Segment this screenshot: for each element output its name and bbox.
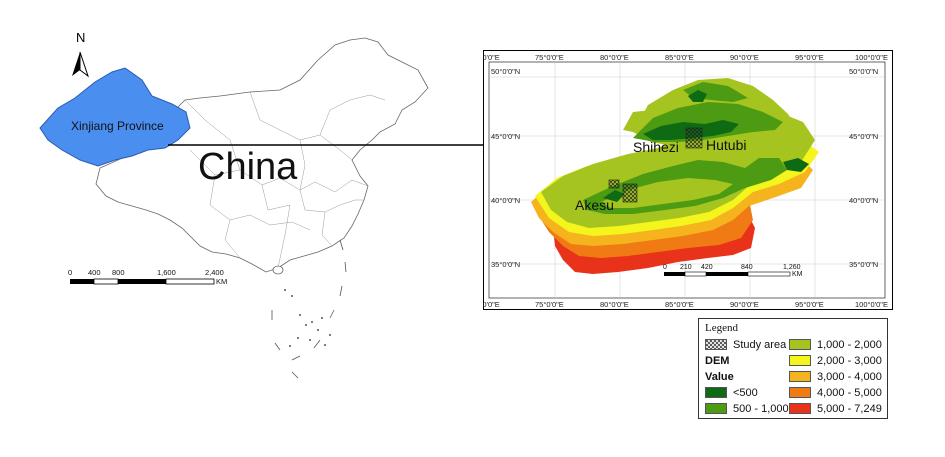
china-scale-label-1: 400 — [88, 268, 101, 277]
south-sea-islands — [272, 265, 331, 347]
china-scale-unit: KM — [216, 277, 227, 286]
dem-scale-label-1: 210 — [680, 264, 692, 271]
china-scale-label-0: 0 — [68, 268, 72, 277]
top-lon-label-0: 70°0'0"E — [483, 53, 500, 62]
legend-swatch-0 — [705, 387, 727, 398]
china-outline — [95, 37, 429, 273]
legend-class-label-1: 500 - 1,000 — [733, 402, 789, 415]
china-map: N Xinjiang Province — [39, 30, 429, 379]
legend-study-area-label: Study area — [733, 338, 787, 351]
legend-value-heading: Value — [705, 370, 734, 383]
dem-scale-label-4: 1,260 — [783, 264, 801, 271]
legend-swatch-5 — [789, 387, 811, 398]
dem-map: Shihezi Hutubi Akesu 70°0'0"E 75°0'0"E 8… — [483, 50, 893, 310]
north-label: N — [76, 30, 85, 45]
legend-dem-heading: DEM — [705, 354, 729, 367]
study-areas — [608, 127, 703, 203]
top-lon-label-4: 90°0'0"E — [730, 53, 759, 62]
xinjiang-province-label: Xinjiang Province — [71, 119, 164, 133]
china-scale-bar — [70, 278, 215, 285]
bottom-lon-label-4: 90°0'0"E — [730, 300, 759, 309]
top-lon-label-6: 100°0'0"E — [855, 53, 888, 62]
china-scale-label-2: 800 — [112, 268, 125, 277]
top-lon-label-1: 75°0'0"E — [535, 53, 564, 62]
dem-scale-unit: KM — [792, 271, 803, 278]
legend-class-0: <500 — [705, 386, 758, 399]
top-lon-label-2: 80°0'0"E — [600, 53, 629, 62]
legend-swatch-3 — [789, 355, 811, 366]
legend-class-label-4: 3,000 - 4,000 — [817, 370, 882, 383]
bottom-lon-label-2: 80°0'0"E — [600, 300, 629, 309]
nine-dash-line — [271, 239, 347, 379]
right-lat-label-2: 40°0'0"N — [849, 196, 878, 205]
place-label-shihezi: Shihezi — [633, 139, 679, 155]
legend-class-2: 1,000 - 2,000 — [789, 338, 882, 351]
left-lat-label-0: 50°0'0"N — [491, 67, 520, 76]
legend-class-label-2: 1,000 - 2,000 — [817, 338, 882, 351]
dem-terrain — [531, 78, 819, 274]
left-lat-label-1: 45°0'0"N — [491, 132, 520, 141]
legend-class-label-0: <500 — [733, 386, 758, 399]
top-lon-label-3: 85°0'0"E — [665, 53, 694, 62]
xinjiang-province-region — [39, 67, 191, 167]
top-lon-label-5: 95°0'0"E — [795, 53, 824, 62]
place-label-akesu: Akesu — [575, 197, 614, 213]
dem-scale-bar — [664, 271, 791, 277]
province-borders — [184, 91, 386, 269]
left-lat-label-2: 40°0'0"N — [491, 196, 520, 205]
legend-dem-label: DEM — [705, 354, 730, 367]
right-lat-label-3: 35°0'0"N — [849, 260, 878, 269]
left-lat-label-3: 35°0'0"N — [491, 260, 520, 269]
legend-value-label: Value — [705, 370, 734, 383]
right-lat-label-0: 50°0'0"N — [849, 67, 878, 76]
dem-scale-label-3: 840 — [741, 264, 753, 271]
china-label: China — [198, 146, 298, 188]
legend-class-3: 2,000 - 3,000 — [789, 354, 882, 367]
dem-scale-label-0: 0 — [663, 264, 667, 271]
legend-class-1: 500 - 1,000 — [705, 402, 789, 415]
legend-class-4: 3,000 - 4,000 — [789, 370, 882, 383]
bottom-lon-label-0: 70°0'0"E — [483, 300, 500, 309]
legend-class-6: 5,000 - 7,249 — [789, 402, 882, 415]
place-label-hutubi: Hutubi — [706, 137, 746, 153]
study-area-swatch — [705, 339, 727, 350]
dem-scale-label-2: 420 — [701, 264, 713, 271]
china-scale-label-3: 1,600 — [157, 268, 176, 277]
bottom-lon-label-3: 85°0'0"E — [665, 300, 694, 309]
bottom-lon-label-6: 100°0'0"E — [855, 300, 888, 309]
bottom-lon-label-5: 95°0'0"E — [795, 300, 824, 309]
right-lat-label-1: 45°0'0"N — [849, 132, 878, 141]
legend-class-5: 4,000 - 5,000 — [789, 386, 882, 399]
bottom-lon-label-1: 75°0'0"E — [535, 300, 564, 309]
legend-class-label-5: 4,000 - 5,000 — [817, 386, 882, 399]
legend: Legend Study area DEM Value <500 500 - 1… — [698, 318, 888, 419]
north-arrow-icon — [72, 51, 89, 78]
legend-class-label-3: 2,000 - 3,000 — [817, 354, 882, 367]
legend-class-label-6: 5,000 - 7,249 — [817, 402, 882, 415]
legend-swatch-6 — [789, 403, 811, 414]
legend-title: Legend — [705, 322, 738, 334]
china-scale-label-4: 2,400 — [205, 268, 224, 277]
legend-row-study-area: Study area — [705, 338, 786, 351]
legend-swatch-2 — [789, 339, 811, 350]
legend-swatch-1 — [705, 403, 727, 414]
legend-swatch-4 — [789, 371, 811, 382]
